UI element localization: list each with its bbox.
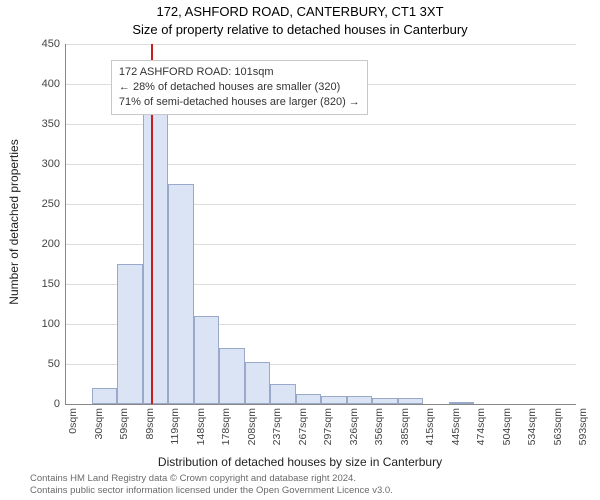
x-tick-label: 267sqm <box>297 408 309 445</box>
x-tick-label: 119sqm <box>169 408 181 445</box>
histogram-bar <box>372 398 398 404</box>
annotation-line: ← 28% of detached houses are smaller (32… <box>119 80 360 95</box>
annotation-box: 172 ASHFORD ROAD: 101sqm← 28% of detache… <box>111 60 368 115</box>
x-tick-label: 297sqm <box>322 408 334 445</box>
x-tick-label: 326sqm <box>348 408 360 445</box>
x-tick-label: 30sqm <box>93 408 105 440</box>
x-tick-label: 208sqm <box>246 408 258 445</box>
histogram-bar <box>321 396 347 404</box>
x-tick-label: 356sqm <box>373 408 385 445</box>
x-tick-label: 59sqm <box>118 408 130 440</box>
annotation-line: 71% of semi-detached houses are larger (… <box>119 95 360 110</box>
x-tick-label: 385sqm <box>399 408 411 445</box>
annotation-line: 172 ASHFORD ROAD: 101sqm <box>119 65 360 80</box>
histogram-bar <box>143 108 169 404</box>
footer: Contains HM Land Registry data © Crown c… <box>30 473 393 497</box>
y-tick-label: 300 <box>25 158 60 170</box>
y-tick-label: 100 <box>25 318 60 330</box>
x-tick-label: 237sqm <box>271 408 283 445</box>
x-tick-label: 593sqm <box>577 408 589 445</box>
y-tick-label: 250 <box>25 198 60 210</box>
histogram-bar <box>92 388 118 404</box>
histogram-bar <box>219 348 245 404</box>
x-axis-label: Distribution of detached houses by size … <box>0 455 600 469</box>
histogram-bar <box>245 362 271 404</box>
gridline <box>66 44 576 45</box>
x-tick-label: 534sqm <box>526 408 538 445</box>
histogram-bar <box>168 184 194 404</box>
x-tick-label: 148sqm <box>195 408 207 445</box>
x-tick-label: 445sqm <box>450 408 462 445</box>
x-tick-label: 474sqm <box>475 408 487 445</box>
x-tick-label: 0sqm <box>67 408 79 434</box>
histogram-bar <box>398 398 424 404</box>
footer-line2: Contains public sector information licen… <box>30 485 393 497</box>
footer-line1: Contains HM Land Registry data © Crown c… <box>30 473 393 485</box>
title-main: 172, ASHFORD ROAD, CANTERBURY, CT1 3XT <box>0 4 600 19</box>
histogram-bar <box>270 384 296 404</box>
histogram-bar <box>347 396 373 404</box>
x-tick-label: 563sqm <box>552 408 564 445</box>
chart-container: 172, ASHFORD ROAD, CANTERBURY, CT1 3XT S… <box>0 0 600 500</box>
y-tick-label: 350 <box>25 118 60 130</box>
y-tick-label: 450 <box>25 38 60 50</box>
histogram-bar <box>194 316 220 404</box>
histogram-bar <box>117 264 143 404</box>
y-tick-label: 400 <box>25 78 60 90</box>
histogram-bar <box>449 402 475 404</box>
x-tick-label: 415sqm <box>424 408 436 445</box>
x-tick-label: 504sqm <box>501 408 513 445</box>
x-tick-label: 89sqm <box>144 408 156 440</box>
y-tick-label: 0 <box>25 398 60 410</box>
x-tick-label: 178sqm <box>220 408 232 445</box>
y-tick-label: 50 <box>25 358 60 370</box>
y-axis-label: Number of detached properties <box>7 139 21 304</box>
y-tick-label: 150 <box>25 278 60 290</box>
title-sub: Size of property relative to detached ho… <box>0 22 600 37</box>
y-tick-label: 200 <box>25 238 60 250</box>
histogram-bar <box>296 394 322 404</box>
